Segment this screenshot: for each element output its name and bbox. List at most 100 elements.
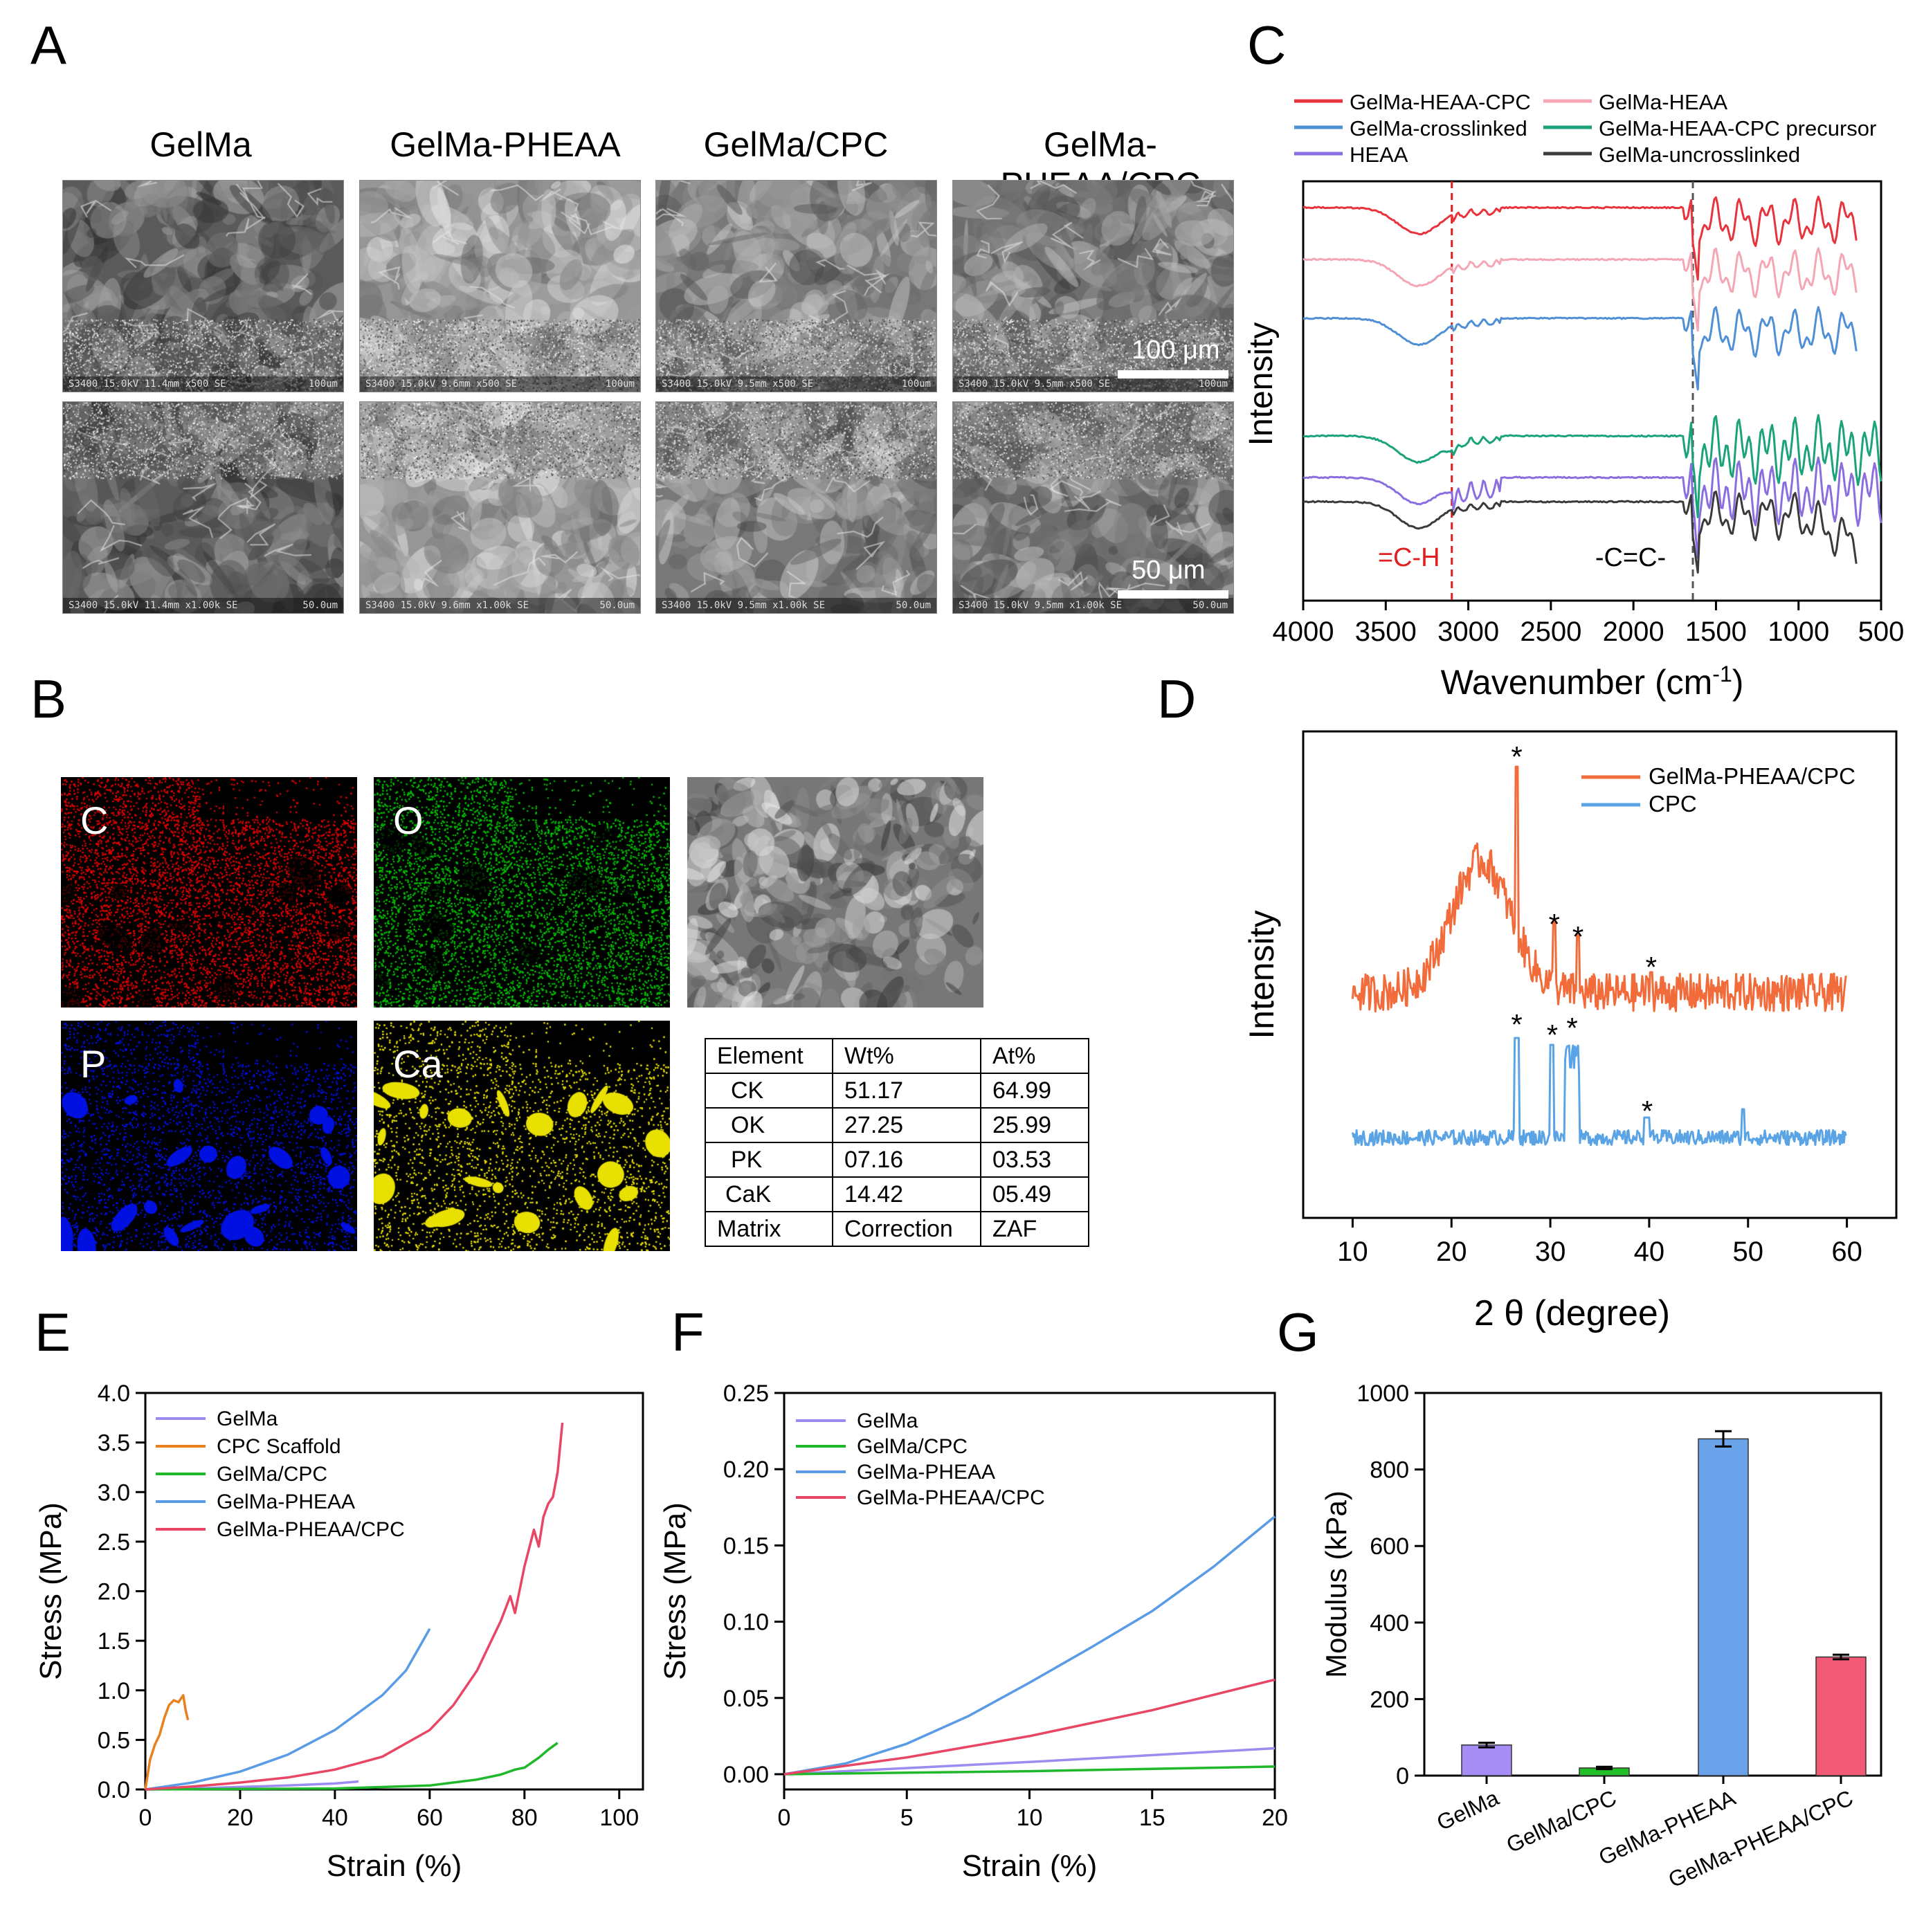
modulus-bar xyxy=(1815,1656,1867,1776)
sem-scale-text: 50.0um xyxy=(599,600,635,611)
x-tick-label: 40 xyxy=(1634,1237,1665,1267)
scale-bar xyxy=(1118,370,1228,379)
x-tick-label: 30 xyxy=(1535,1237,1566,1267)
sem-info-bar: S3400 15.0kV 9.5mm x500 SE 100um xyxy=(656,376,936,392)
ftir-series-line xyxy=(1303,414,1882,518)
sem-image: S3400 15.0kV 9.5mm x1.00k SE 50.0um 50 μm xyxy=(952,401,1234,614)
legend-label: GelMa-PHEAA/CPC xyxy=(217,1518,405,1541)
legend-label: GelMa-PHEAA/CPC xyxy=(1649,763,1855,789)
sem-info-bar: S3400 15.0kV 9.5mm x1.00k SE 50.0um xyxy=(953,598,1233,613)
column-title: GelMa/CPC xyxy=(703,125,889,164)
peak-marker: * xyxy=(1572,920,1583,953)
x-tick-label: 50 xyxy=(1733,1237,1764,1267)
y-axis-label: Intensity xyxy=(1243,322,1280,446)
sem-scale-text: 50.0um xyxy=(1192,600,1228,611)
x-tick-label: 3500 xyxy=(1355,617,1417,647)
sem-scale-text: 100um xyxy=(308,379,338,390)
eds-map-label: C xyxy=(80,799,109,842)
x-tick-label: 0 xyxy=(778,1805,791,1831)
y-tick-label: 3.0 xyxy=(98,1479,130,1506)
x-tick-label: 60 xyxy=(417,1805,443,1831)
stress-strain-curve xyxy=(145,1628,431,1791)
sem-image: S3400 15.0kV 11.4mm x1.00k SE 50.0um xyxy=(62,401,344,614)
x-tick-label: 20 xyxy=(1262,1805,1288,1831)
ftir-plot-frame xyxy=(1302,180,1882,602)
table-header-cell: Wt% xyxy=(832,1038,981,1074)
legend-label: CPC Scaffold xyxy=(217,1435,341,1458)
y-axis-label: Modulus (kPa) xyxy=(1320,1491,1352,1678)
table-header-cell: At% xyxy=(980,1038,1089,1074)
table-cell: PK xyxy=(705,1142,833,1178)
y-tick-label: 600 xyxy=(1370,1533,1409,1560)
table-cell: Correction xyxy=(832,1211,981,1247)
stress-strain-curve xyxy=(145,1422,564,1791)
y-tick-label: 1.0 xyxy=(98,1678,130,1704)
x-axis-label: Strain (%) xyxy=(327,1849,462,1883)
x-tick-label: 15 xyxy=(1139,1805,1165,1831)
x-tick-label: 3000 xyxy=(1437,617,1499,647)
eds-map-calcium: Ca xyxy=(374,1021,670,1251)
x-tick-label: 20 xyxy=(1436,1237,1467,1267)
annotation-ch: =C-H xyxy=(1378,543,1440,572)
x-tick-label: 2000 xyxy=(1603,617,1664,647)
modulus-bar xyxy=(1461,1744,1512,1776)
sem-scale-text: 100um xyxy=(605,379,635,390)
table-cell: ZAF xyxy=(980,1211,1089,1247)
peak-marker: * xyxy=(1642,1095,1653,1127)
legend-label: GelMa-PHEAA/CPC xyxy=(857,1486,1045,1509)
y-tick-label: 0.0 xyxy=(98,1777,130,1803)
sem-scale-text: 50.0um xyxy=(896,600,931,611)
legend-label: GelMa-HEAA xyxy=(1599,90,1727,114)
legend-label: GelMa/CPC xyxy=(217,1463,327,1486)
legend-label: GelMa/CPC xyxy=(857,1435,968,1458)
x-tick-label: 2500 xyxy=(1520,617,1581,647)
x-tick-label: 1500 xyxy=(1685,617,1747,647)
x-tick-label: 500 xyxy=(1858,617,1905,647)
scale-bar xyxy=(1118,590,1228,599)
eds-map-label: O xyxy=(393,799,424,842)
sem-image: S3400 15.0kV 11.4mm x500 SE 100um xyxy=(62,180,344,392)
stress-strain-curve xyxy=(145,1742,559,1791)
legend-label: GelMa-HEAA-CPC precursor xyxy=(1599,116,1876,140)
panel-label-c: C xyxy=(1247,15,1287,75)
panel-label-a: A xyxy=(30,15,67,75)
y-tick-label: 800 xyxy=(1370,1457,1409,1484)
x-tick-label: 5 xyxy=(900,1805,914,1831)
table-cell: 25.99 xyxy=(980,1107,1089,1143)
y-tick-label: 400 xyxy=(1370,1610,1409,1637)
x-tick-label: 1000 xyxy=(1768,617,1829,647)
y-tick-label: 0.5 xyxy=(98,1727,130,1753)
modulus-bar xyxy=(1698,1438,1749,1776)
y-tick-label: 1000 xyxy=(1356,1380,1409,1407)
table-header-row: Element Wt% At% xyxy=(705,1038,1089,1074)
peak-marker: * xyxy=(1549,908,1560,940)
eds-sem-image xyxy=(687,777,983,1008)
y-tick-label: 3.5 xyxy=(98,1430,130,1457)
annotation-cc: -C=C- xyxy=(1595,543,1666,572)
stress-strain-curve xyxy=(783,1747,1276,1776)
stress-strain-curve xyxy=(783,1765,1276,1776)
sem-image: S3400 15.0kV 9.5mm x500 SE 100um xyxy=(655,180,937,392)
stress-strain-curve xyxy=(783,1678,1276,1776)
y-tick-label: 1.5 xyxy=(98,1628,130,1655)
legend-label: GelMa xyxy=(217,1407,278,1430)
x-tick-label: 40 xyxy=(322,1805,348,1831)
eds-map-phosphorus: P xyxy=(61,1021,357,1251)
column-title: GelMa-PHEAA xyxy=(390,125,621,164)
table-row: CK 51.17 64.99 xyxy=(705,1073,1089,1109)
ftir-series-line xyxy=(1303,456,1882,559)
y-tick-label: 0.15 xyxy=(723,1533,769,1559)
table-row: PK 07.16 03.53 xyxy=(705,1142,1089,1178)
sem-image: S3400 15.0kV 9.6mm x500 SE 100um xyxy=(359,180,641,392)
sem-info-bar: S3400 15.0kV 9.6mm x500 SE 100um xyxy=(360,376,640,392)
table-cell: CaK xyxy=(705,1176,833,1212)
legend-label: GelMa-uncrosslinked xyxy=(1599,143,1800,167)
sem-image: S3400 15.0kV 9.6mm x1.00k SE 50.0um xyxy=(359,401,641,614)
legend-label: GelMa-PHEAA xyxy=(857,1461,995,1484)
panel-label-b: B xyxy=(30,668,67,729)
eds-table: Element Wt% At% CK 51.17 64.99 OK 27.25 … xyxy=(705,1038,1089,1247)
table-cell: 14.42 xyxy=(832,1176,981,1212)
peak-marker: * xyxy=(1511,740,1522,773)
xrd-series-line xyxy=(1351,765,1847,1013)
table-cell: 07.16 xyxy=(832,1142,981,1178)
